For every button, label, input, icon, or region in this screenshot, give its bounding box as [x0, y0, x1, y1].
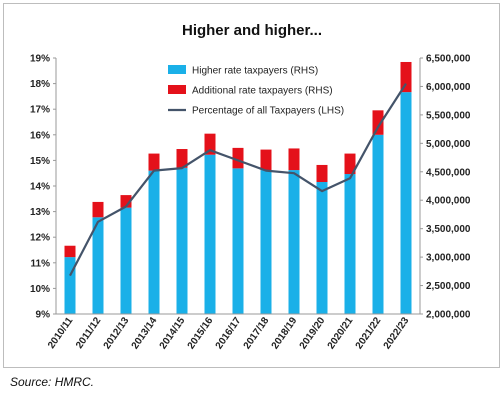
legend-swatch-higher-rate	[168, 65, 186, 74]
x-tick-label: 2014/15	[158, 315, 188, 351]
x-tick-label: 2022/23	[382, 315, 412, 351]
bar-additional-rate	[260, 149, 272, 171]
bar-additional-rate	[288, 148, 300, 171]
left-tick-label: 11%	[31, 258, 51, 269]
right-tick-label: 5,500,000	[426, 110, 471, 121]
left-tick-label: 16%	[30, 130, 50, 141]
x-tick-label: 2011/12	[74, 315, 104, 351]
x-tick-label: 2013/14	[130, 315, 160, 351]
right-tick-label: 2,000,000	[426, 310, 471, 321]
chart-frame	[3, 3, 500, 368]
bar-additional-rate	[64, 245, 76, 258]
left-tick-label: 13%	[30, 207, 50, 218]
bar-higher-rate	[344, 174, 356, 314]
legend-label-additional-rate: Additional rate taxpayers (RHS)	[192, 86, 333, 97]
bar-higher-rate	[288, 170, 300, 314]
bar-additional-rate	[204, 133, 216, 155]
bar-additional-rate	[176, 149, 188, 168]
bar-additional-rate	[92, 201, 104, 218]
bar-higher-rate	[400, 92, 412, 314]
bar-higher-rate	[204, 154, 216, 314]
x-tick-label: 2021/22	[354, 315, 384, 351]
x-tick-label: 2010/11	[46, 315, 76, 351]
bar-higher-rate	[92, 217, 104, 314]
bar-additional-rate	[148, 153, 160, 171]
x-tick-label: 2019/20	[298, 315, 328, 351]
x-tick-label: 2015/16	[186, 315, 216, 351]
left-tick-label: 18%	[30, 79, 50, 90]
bar-higher-rate	[316, 182, 328, 314]
right-tick-label: 4,000,000	[426, 196, 471, 207]
bar-higher-rate	[372, 134, 384, 314]
legend-label-percentage: Percentage of all Taxpayers (LHS)	[192, 106, 344, 117]
left-tick-label: 12%	[30, 233, 50, 244]
right-tick-label: 3,500,000	[426, 224, 471, 235]
line-percentage-series	[69, 83, 407, 277]
bar-additional-rate	[372, 110, 384, 135]
x-tick-label: 2018/19	[270, 315, 300, 351]
bar-higher-rate	[232, 168, 244, 314]
legend-label-higher-rate: Higher rate taxpayers (RHS)	[192, 66, 318, 77]
bar-higher-rate	[176, 167, 188, 314]
x-tick-label: 2016/17	[214, 315, 244, 351]
x-tick-label: 2020/21	[326, 315, 356, 351]
right-tick-label: 4,500,000	[426, 167, 471, 178]
bar-higher-rate	[260, 170, 272, 314]
left-tick-label: 9%	[36, 310, 51, 321]
bar-higher-rate	[64, 257, 76, 314]
left-tick-label: 19%	[30, 54, 50, 65]
bar-higher-rate	[120, 207, 132, 314]
left-tick-label: 10%	[30, 284, 50, 295]
chart-canvas: 9% 10% 11% 12% 13% 14% 15% 16% 17% 18% 19% 2,000,00…	[30, 54, 471, 352]
right-tick-label: 5,000,000	[426, 139, 471, 150]
bar-additional-rate	[120, 195, 132, 208]
left-tick-label: 17%	[30, 105, 50, 116]
bar-higher-rate	[148, 170, 160, 314]
x-tick-label: 2012/13	[102, 315, 132, 351]
source-note: Source: HMRC.	[10, 375, 95, 389]
bar-additional-rate	[316, 164, 328, 183]
bar-additional-rate	[400, 61, 412, 93]
bar-additional-rate	[232, 147, 244, 169]
left-tick-label: 14%	[30, 182, 50, 193]
right-tick-label: 3,000,000	[426, 253, 471, 264]
legend-swatch-additional-rate	[168, 85, 186, 94]
x-tick-label: 2017/18	[242, 315, 272, 351]
left-tick-label: 15%	[30, 156, 50, 167]
right-tick-label: 6,000,000	[426, 82, 471, 93]
bar-additional-rate	[344, 153, 356, 175]
right-tick-label: 6,500,000	[426, 54, 471, 65]
chart-title: Higher and higher...	[181, 22, 323, 39]
right-tick-label: 2,500,000	[426, 281, 471, 292]
